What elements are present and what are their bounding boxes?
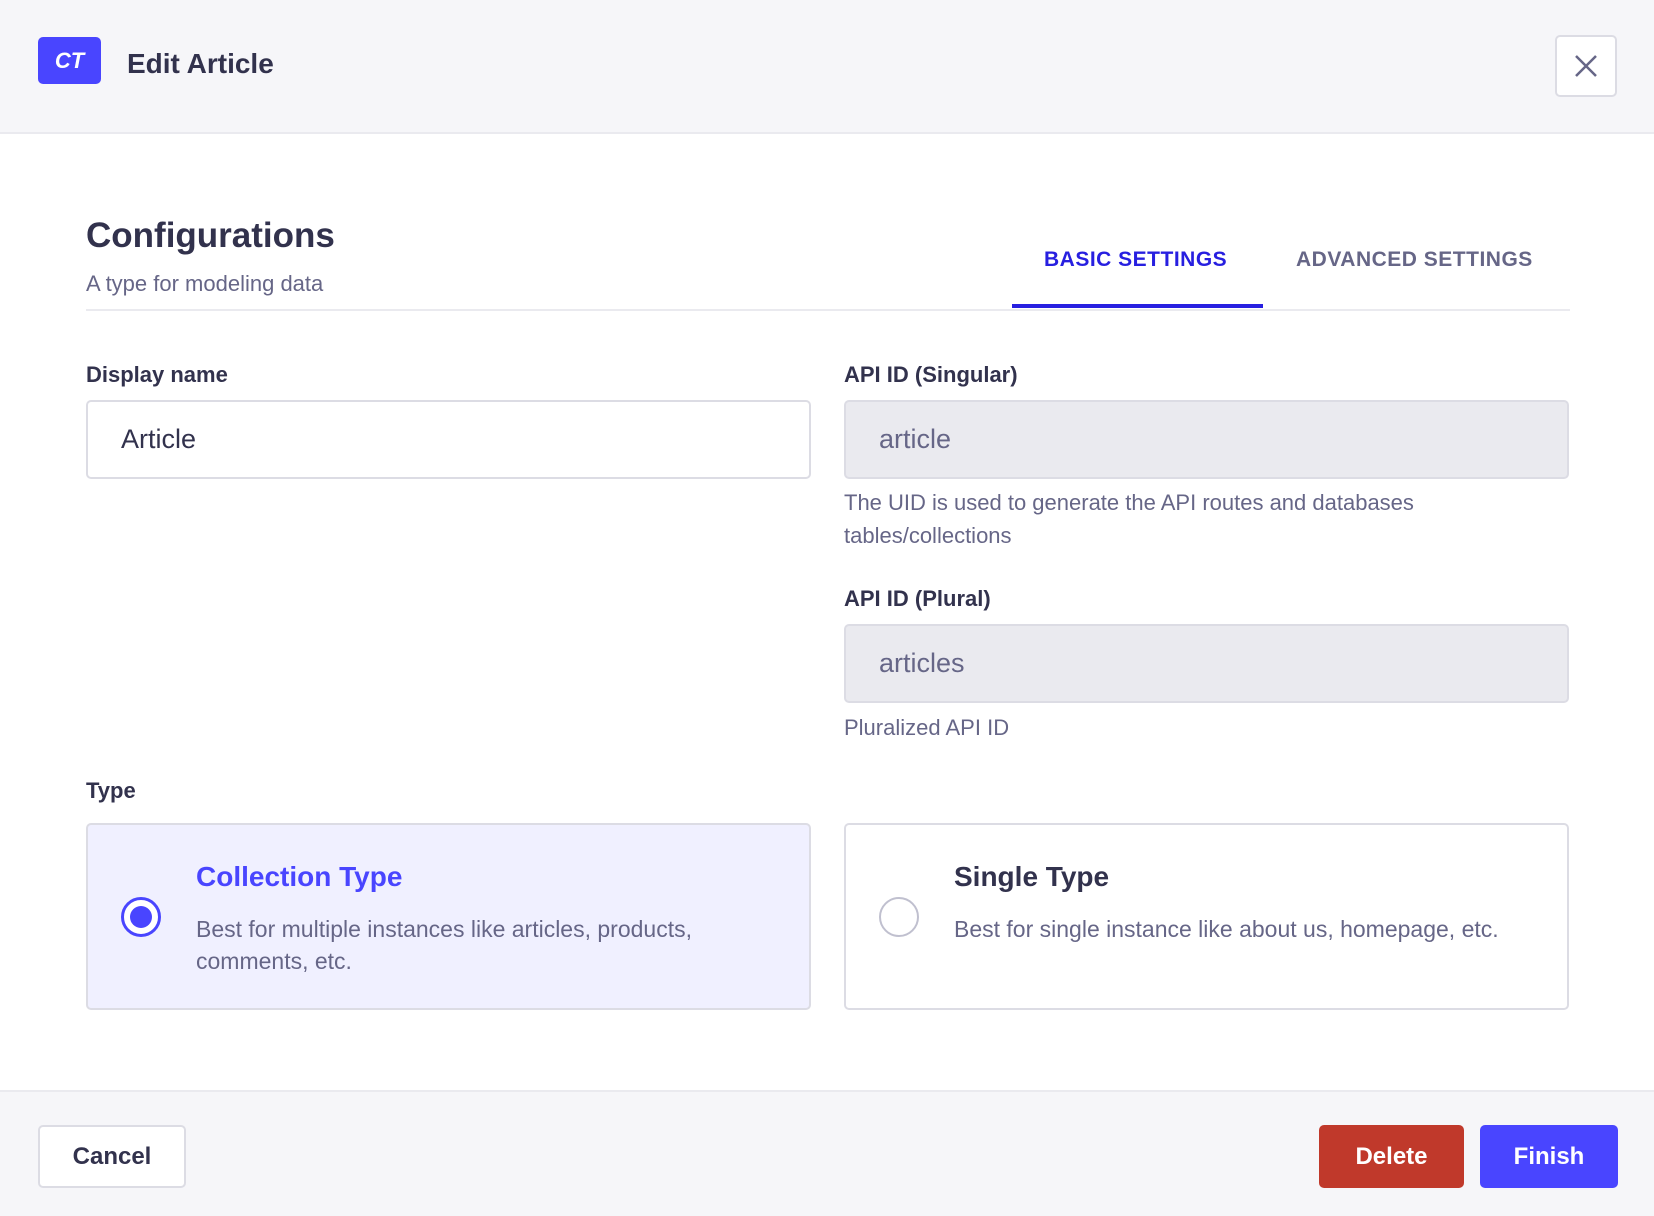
cancel-button[interactable]: Cancel bbox=[38, 1125, 186, 1188]
option-title: Single Type bbox=[954, 861, 1110, 892]
single-type-option[interactable]: Single Type Best for single instance lik… bbox=[844, 823, 1569, 1010]
api-singular-help: The UID is used to generate the API rout… bbox=[844, 490, 1414, 548]
display-name-input[interactable]: Article bbox=[86, 400, 811, 479]
modal-title: Edit Article bbox=[127, 48, 274, 79]
section-subtitle: A type for modeling data bbox=[86, 271, 324, 296]
content-type-badge: CT bbox=[38, 37, 101, 84]
close-button[interactable] bbox=[1555, 35, 1617, 97]
api-singular-input[interactable]: article bbox=[844, 400, 1569, 479]
modal-header bbox=[0, 0, 1654, 134]
close-icon bbox=[1575, 55, 1597, 77]
option-description: Best for single instance like about us, … bbox=[954, 916, 1499, 942]
tab-advanced-settings[interactable]: ADVANCED SETTINGS bbox=[1296, 248, 1533, 271]
single-type-radio[interactable] bbox=[879, 897, 919, 937]
api-singular-label: API ID (Singular) bbox=[844, 362, 1018, 387]
api-plural-input[interactable]: articles bbox=[844, 624, 1569, 703]
finish-button[interactable]: Finish bbox=[1480, 1125, 1618, 1188]
delete-button[interactable]: Delete bbox=[1319, 1125, 1464, 1188]
api-plural-label: API ID (Plural) bbox=[844, 586, 991, 611]
tab-basic-settings[interactable]: BASIC SETTINGS bbox=[1044, 248, 1228, 271]
type-label: Type bbox=[86, 778, 136, 803]
active-tab-indicator bbox=[1012, 304, 1263, 308]
api-plural-help: Pluralized API ID bbox=[844, 715, 1010, 740]
option-title: Collection Type bbox=[196, 861, 403, 892]
display-name-label: Display name bbox=[86, 362, 228, 387]
collection-type-option[interactable]: Collection Type Best for multiple instan… bbox=[86, 823, 811, 1010]
tabs-divider bbox=[86, 309, 1570, 311]
section-title: Configurations bbox=[86, 216, 335, 255]
option-description: Best for multiple instances like article… bbox=[196, 916, 692, 974]
collection-type-radio[interactable] bbox=[121, 897, 161, 937]
